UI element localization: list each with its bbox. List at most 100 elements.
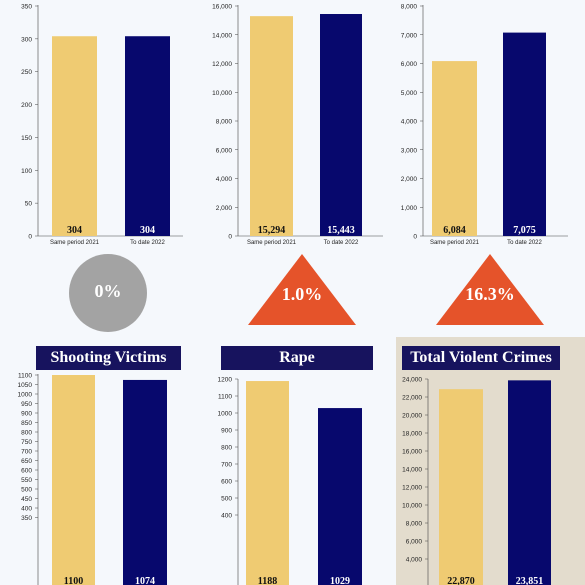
y-tick-label: 350	[21, 515, 32, 522]
bar-2021	[52, 36, 97, 236]
bar-value-label: 1100	[64, 576, 83, 585]
y-tick-label: 2,000	[401, 176, 418, 183]
y-tick-label: 800	[221, 445, 232, 452]
y-tick-label: 4,000	[216, 176, 233, 183]
y-tick-label: 0	[413, 234, 417, 241]
y-tick-label: 1200	[218, 377, 233, 384]
bar-2022	[508, 380, 551, 585]
orange-triangle-shape	[248, 254, 356, 325]
y-tick-label: 14,000	[212, 32, 232, 39]
bar-value-label: 15,294	[258, 225, 286, 236]
chart-panel-3: 0 1,000 2,000 3,000 4,000 5,000 6,000 7,000 8,00…	[385, 0, 585, 255]
total-violent-crimes-title: Total Violent Crimes	[403, 347, 559, 369]
y-tick-label: 500	[221, 496, 232, 503]
y-tick-label: 16,000	[402, 449, 422, 456]
y-tick-label: 22,000	[402, 395, 422, 402]
y-tick-label: 950	[21, 401, 32, 408]
chart-panel-4: 350 400 450 500 550 600 650 700 750 800 850 900 950 1…	[0, 370, 190, 585]
total-violent-crimes-background	[396, 337, 585, 585]
y-tick-label: 5,000	[401, 90, 418, 97]
y-tick-label: 1100	[18, 373, 32, 380]
chart-panel-6: 4,000 6,000 8,000 10,000 12,000 14,000 16,000 1…	[396, 370, 585, 585]
y-tick-label: 6,000	[401, 61, 418, 68]
y-tick-label: 600	[21, 468, 32, 475]
chart-panel-5: 400 500 600 700 800 900 1000 1100 1200 1188 1029	[190, 370, 385, 585]
orange-triangle-shape	[436, 254, 544, 325]
y-tick-label: 450	[21, 496, 32, 503]
y-tick-label: 700	[221, 462, 232, 469]
change-badge-1: 0%	[68, 253, 148, 333]
y-tick-label: 10,000	[212, 90, 232, 97]
y-tick-label: 24,000	[402, 377, 422, 384]
change-badge-3-label: 16.3%	[465, 284, 515, 304]
y-tick-label: 700	[21, 449, 32, 456]
y-tick-label: 7,000	[401, 32, 418, 39]
y-tick-label: 1000	[18, 392, 33, 399]
y-tick-label: 8,000	[406, 521, 423, 528]
y-tick-label: 14,000	[402, 467, 422, 474]
y-tick-label: 200	[21, 102, 32, 109]
bar-2021	[52, 375, 95, 585]
y-tick-label: 600	[221, 479, 232, 486]
y-tick-label: 900	[21, 411, 32, 418]
bar-value-label: 304	[67, 225, 82, 236]
bar-2021	[432, 61, 477, 237]
y-tick-label: 850	[21, 420, 32, 427]
y-tick-label: 4,000	[401, 119, 418, 126]
category-label: Same period 2021	[247, 240, 297, 246]
bar-2021	[246, 381, 289, 585]
y-tick-label: 1,000	[401, 205, 418, 212]
bar-2022	[125, 36, 170, 236]
bar-2022	[503, 32, 546, 236]
bar-value-label: 1188	[258, 576, 277, 585]
bar-value-label: 22,870	[447, 576, 475, 585]
category-label: To date 2022	[324, 240, 359, 246]
y-tick-label: 0	[28, 234, 32, 241]
y-tick-label: 10,000	[402, 503, 422, 510]
y-tick-label: 4,000	[406, 557, 423, 564]
chart-panel-2: 0 2,000 4,000 6,000 8,000 10,000 12,000 14,000 1…	[190, 0, 385, 255]
y-tick-label: 50	[25, 201, 33, 208]
y-tick-label: 18,000	[402, 431, 422, 438]
y-tick-label: 1100	[218, 394, 232, 401]
y-tick-label: 20,000	[402, 413, 422, 420]
change-badge-3: 16.3%	[436, 254, 544, 325]
y-tick-label: 650	[21, 458, 32, 465]
y-tick-label: 1050	[18, 382, 33, 389]
y-tick-label: 250	[21, 69, 32, 76]
y-tick-label: 2,000	[216, 205, 233, 212]
y-tick-label: 500	[21, 487, 32, 494]
y-tick-label: 800	[21, 430, 32, 437]
bar-value-label: 15,443	[327, 225, 355, 236]
y-tick-label: 550	[21, 477, 32, 484]
change-badge-2: 1.0%	[248, 254, 356, 325]
bar-2022	[318, 408, 362, 585]
bar-value-label: 1029	[330, 576, 350, 585]
bar-2021	[250, 16, 293, 237]
chart-panel-1: 0 50 100 150 200 250 300 350 304 Same period 2021…	[0, 0, 190, 255]
y-tick-label: 12,000	[402, 485, 422, 492]
category-label: To date 2022	[507, 240, 542, 246]
bar-2022	[123, 379, 167, 585]
y-tick-label: 300	[21, 36, 32, 43]
y-tick-label: 6,000	[216, 147, 233, 154]
rape-title: Rape	[222, 347, 372, 369]
y-tick-label: 0	[228, 234, 232, 241]
grey-circle-shape	[69, 254, 147, 332]
y-tick-label: 3,000	[401, 147, 418, 154]
category-label: Same period 2021	[50, 240, 100, 246]
bar-2021	[439, 389, 483, 585]
y-tick-label: 8,000	[216, 119, 233, 126]
category-label: To date 2022	[130, 240, 165, 246]
bar-2022	[320, 14, 362, 236]
bar-value-label: 1074	[135, 576, 155, 585]
y-tick-label: 100	[21, 168, 32, 175]
y-tick-label: 1000	[218, 411, 233, 418]
y-tick-label: 150	[21, 135, 32, 142]
y-tick-label: 400	[21, 506, 32, 513]
y-tick-label: 6,000	[406, 539, 423, 546]
y-tick-label: 16,000	[212, 4, 232, 11]
bar-value-label: 23,851	[516, 576, 544, 585]
change-badge-1-label: 0%	[94, 281, 122, 301]
y-tick-label: 400	[221, 513, 232, 520]
